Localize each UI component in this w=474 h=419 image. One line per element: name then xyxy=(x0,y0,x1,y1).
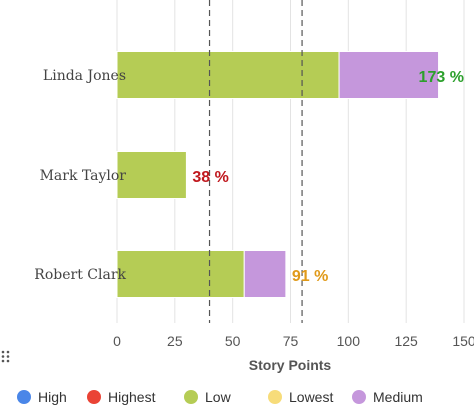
x-axis: 0 25 50 75 100 125 150 xyxy=(113,333,474,349)
legend: High Highest Low Lowest Medium xyxy=(17,389,423,405)
legend-marker xyxy=(184,390,198,404)
legend-marker xyxy=(352,390,366,404)
bar-percent-label: 91 % xyxy=(292,268,328,285)
x-tick-label: 100 xyxy=(337,333,361,349)
legend-item-medium[interactable]: Medium xyxy=(352,389,423,405)
legend-item-lowest[interactable]: Lowest xyxy=(268,389,333,405)
x-tick-label: 150 xyxy=(452,333,474,349)
legend-item-high[interactable]: High xyxy=(17,389,67,405)
x-tick-label: 0 xyxy=(113,333,121,349)
bars-layer xyxy=(116,51,440,298)
legend-label: Low xyxy=(205,389,232,405)
legend-label: High xyxy=(38,389,67,405)
legend-label: Highest xyxy=(108,389,156,405)
legend-marker xyxy=(17,390,31,404)
legend-item-highest[interactable]: Highest xyxy=(87,389,156,405)
legend-label: Medium xyxy=(373,389,423,405)
legend-marker xyxy=(268,390,282,404)
legend-marker xyxy=(87,390,101,404)
bar-segment-medium[interactable] xyxy=(338,51,440,99)
x-tick-label: 50 xyxy=(225,333,241,349)
x-tick-label: 125 xyxy=(394,333,418,349)
legend-label: Lowest xyxy=(289,389,333,405)
x-axis-title: Story Points xyxy=(249,357,332,373)
bar-segment-low[interactable] xyxy=(116,51,340,99)
bar-segment-low[interactable] xyxy=(116,250,245,298)
bar-percent-label: 173 % xyxy=(419,69,464,86)
bar-segment-low[interactable] xyxy=(116,151,187,199)
bar-segment-medium[interactable] xyxy=(243,250,287,298)
x-tick-label: 75 xyxy=(283,333,299,349)
labels-layer: Linda Jones 173 % Mark Taylor 38 % Robert Cl… xyxy=(34,68,464,285)
x-tick-label: 25 xyxy=(167,333,183,349)
grip-dots-icon[interactable] xyxy=(1,350,10,363)
bar-percent-label: 38 % xyxy=(192,169,228,186)
category-label: Robert Clark xyxy=(34,267,126,283)
category-label: Linda Jones xyxy=(43,68,126,84)
reference-lines-layer xyxy=(208,0,303,323)
legend-item-low[interactable]: Low xyxy=(184,389,232,405)
category-label: Mark Taylor xyxy=(40,168,127,184)
